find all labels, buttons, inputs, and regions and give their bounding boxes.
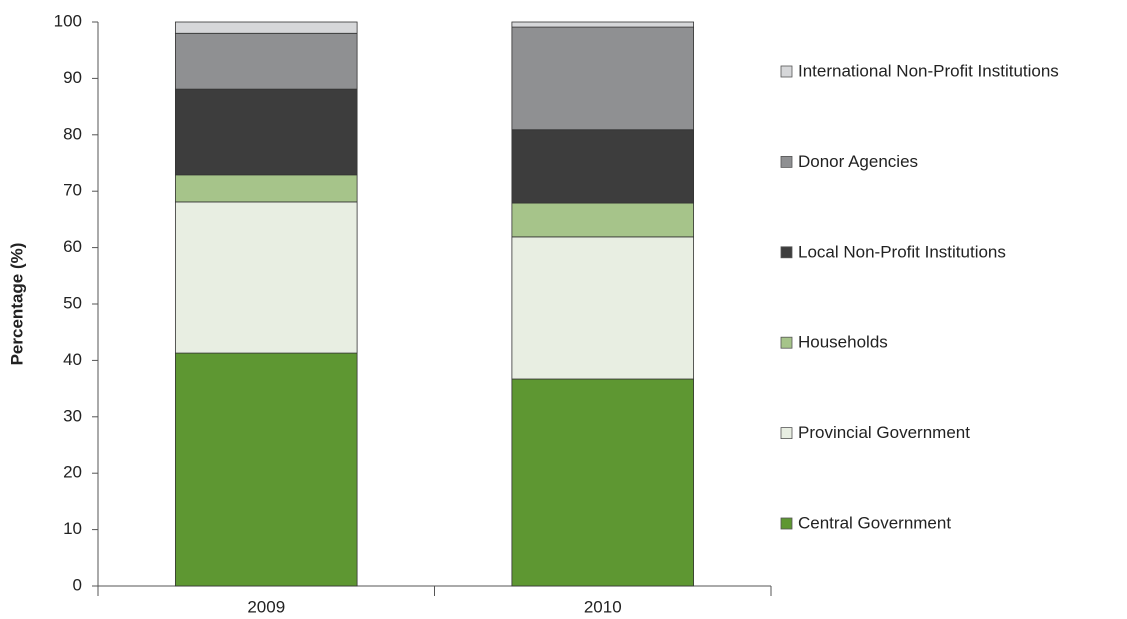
y-tick-label: 90 — [63, 68, 82, 87]
y-tick-label: 40 — [63, 350, 82, 369]
legend-swatch — [780, 155, 793, 168]
legend-swatch — [780, 65, 793, 78]
bar-segment — [174, 174, 358, 203]
x-tick-label: 2010 — [584, 597, 622, 616]
bar-segment — [511, 129, 695, 204]
y-tick-label: 20 — [63, 463, 82, 482]
legend-label: International Non-Profit Institutions — [798, 61, 1059, 80]
legend-label: Donor Agencies — [798, 152, 918, 171]
y-tick-label: 70 — [63, 181, 82, 200]
y-tick-label: 50 — [63, 293, 82, 312]
y-axis-title: Percentage (%) — [7, 243, 26, 366]
y-tick-label: 100 — [54, 11, 82, 30]
bar-segment — [511, 378, 695, 587]
y-tick-label: 80 — [63, 124, 82, 143]
legend-swatch — [780, 427, 793, 440]
legend-label: Central Government — [798, 513, 951, 532]
bar-segment — [174, 32, 358, 90]
legend-swatch — [780, 517, 793, 530]
x-tick-label: 2009 — [247, 597, 285, 616]
legend-label: Households — [798, 333, 888, 352]
y-tick-label: 30 — [63, 406, 82, 425]
bar-segment — [174, 201, 358, 354]
y-tick-label: 0 — [73, 575, 82, 594]
y-tick-label: 10 — [63, 519, 82, 538]
legend-swatch — [780, 246, 793, 259]
legend-swatch — [780, 336, 793, 349]
y-tick-label: 60 — [63, 237, 82, 256]
bar-segment — [511, 202, 695, 238]
bar-segment — [174, 21, 358, 34]
legend-label: Provincial Government — [798, 423, 970, 442]
bar-segment — [511, 26, 695, 131]
bar-segment — [511, 21, 695, 28]
legend-label: Local Non-Profit Institutions — [798, 242, 1006, 261]
bar-segment — [174, 352, 358, 587]
bar-segment — [511, 236, 695, 380]
bar-segment — [174, 88, 358, 176]
